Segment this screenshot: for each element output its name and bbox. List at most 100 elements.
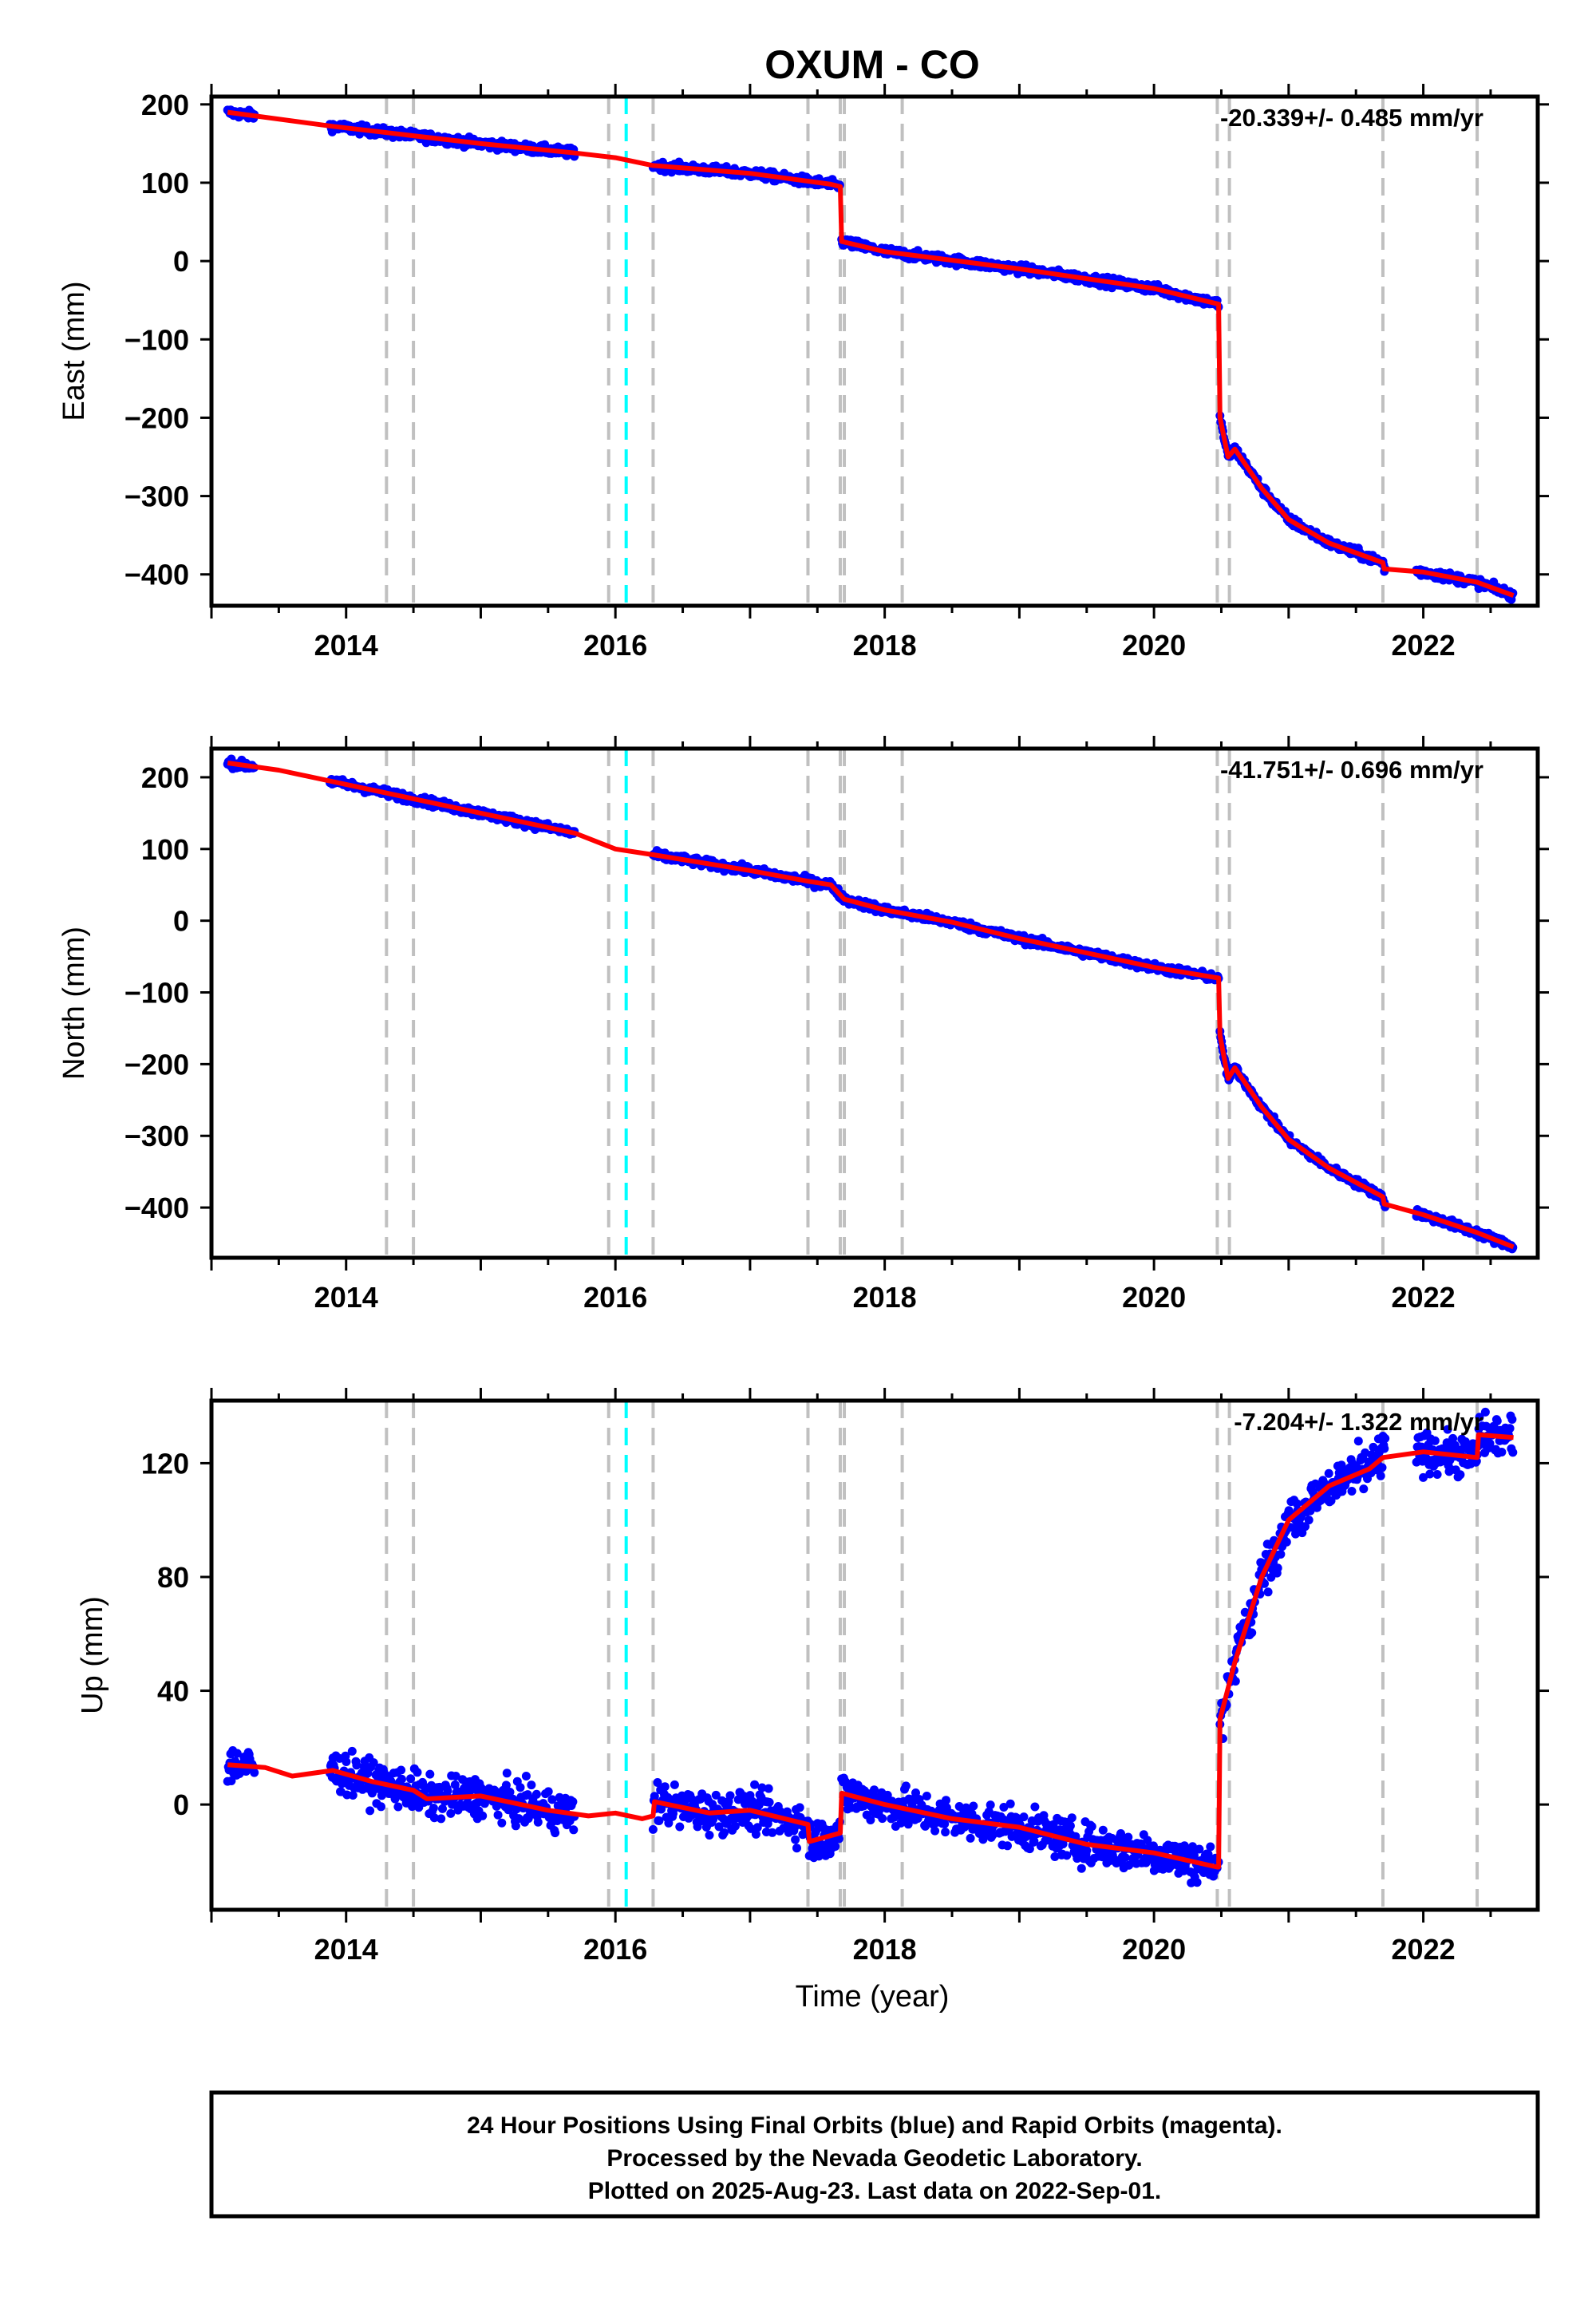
plot-area: [223, 1401, 1518, 1910]
data-point: [397, 1765, 406, 1775]
y-tick-label: 80: [157, 1561, 189, 1594]
data-point: [438, 1804, 447, 1813]
data-point: [748, 1796, 757, 1806]
data-point: [451, 1772, 460, 1780]
footer-box: 24 Hour Positions Using Final Orbits (bl…: [209, 2090, 1540, 2219]
east-panel: 2014 2016 2018 2020 20222001000−100−200−300−…: [57, 84, 1549, 662]
velocity-rate-label: -41.751+/- 0.696 mm/yr: [1220, 756, 1483, 784]
data-point: [969, 1801, 978, 1811]
x-tick-label: 2016: [583, 629, 647, 662]
data-point: [930, 1826, 940, 1836]
data-point: [1381, 1433, 1390, 1443]
data-point: [497, 1818, 507, 1828]
data-point: [1448, 1433, 1458, 1443]
data-point: [493, 1810, 503, 1820]
data-point: [569, 1825, 579, 1835]
plot-area: [223, 749, 1518, 1258]
plot-frame: [209, 1398, 1540, 1912]
y-tick-label: 40: [157, 1675, 189, 1708]
data-point: [501, 1780, 511, 1790]
data-point: [443, 1786, 452, 1796]
data-point: [746, 1824, 756, 1833]
data-point: [670, 1780, 679, 1789]
x-tick-label: 2020: [1122, 1933, 1186, 1966]
data-point: [377, 1802, 385, 1812]
y-tick-label: 0: [173, 245, 189, 278]
y-tick-label: −400: [124, 559, 189, 591]
data-point: [878, 1814, 887, 1824]
data-point: [1326, 1496, 1336, 1505]
y-tick-label: 200: [141, 761, 189, 794]
data-point: [942, 1796, 950, 1805]
data-point: [1497, 1448, 1507, 1456]
figure-title: OXUM - CO: [764, 42, 979, 87]
data-point: [768, 1828, 777, 1837]
y-tick-label: −100: [124, 323, 189, 356]
data-point: [653, 1778, 662, 1787]
data-point: [1005, 1799, 1015, 1808]
data-point: [986, 1800, 995, 1810]
data-point: [531, 1789, 541, 1799]
data-point: [413, 1768, 422, 1777]
data-point: [232, 1749, 242, 1758]
x-tick-label: 2016: [583, 1281, 647, 1314]
data-point: [720, 1828, 729, 1837]
data-point: [1301, 1522, 1310, 1531]
data-point: [901, 1781, 911, 1791]
data-point: [1430, 1436, 1440, 1445]
data-point: [429, 1804, 438, 1812]
data-point: [1276, 1550, 1286, 1559]
x-tick-label: 2022: [1392, 1281, 1456, 1314]
data-point: [1195, 1844, 1204, 1854]
footer-frame: [209, 2090, 1540, 2219]
data-point: [834, 1834, 843, 1844]
data-point: [1077, 1863, 1086, 1873]
data-point: [1050, 1852, 1060, 1861]
data-point: [377, 1791, 386, 1800]
y-tick-label: 0: [173, 1788, 189, 1821]
data-point: [505, 1788, 515, 1796]
data-point: [1353, 1437, 1363, 1446]
y-tick-label: 100: [141, 167, 189, 200]
data-point: [1247, 1628, 1257, 1638]
data-point: [940, 1819, 950, 1828]
data-point: [795, 1803, 804, 1812]
plot-frame: [209, 746, 1540, 1260]
data-point: [1120, 1853, 1130, 1862]
data-point: [393, 1802, 403, 1812]
model-fit-line: [227, 1432, 1514, 1870]
data-point: [1263, 1587, 1273, 1597]
y-axis-label: Up (mm): [76, 1596, 109, 1714]
data-point: [1507, 1415, 1517, 1424]
data-point: [1475, 1413, 1484, 1422]
data-point: [1492, 1417, 1502, 1425]
data-point: [1192, 1878, 1202, 1887]
velocity-rate-label: -20.339+/- 0.485 mm/yr: [1220, 104, 1483, 132]
data-point: [764, 1784, 773, 1793]
footer-line-3: Plotted on 2025-Aug-23. Last data on 202…: [588, 2178, 1162, 2204]
data-point: [1291, 1529, 1300, 1539]
data-point: [425, 1769, 435, 1779]
data-point: [1030, 1802, 1040, 1812]
x-tick-label: 2014: [314, 1281, 378, 1314]
x-tick-label: 2018: [853, 1933, 917, 1966]
data-point: [406, 1774, 416, 1784]
model-fit-line: [227, 109, 1515, 599]
y-tick-label: −300: [124, 480, 189, 513]
data-point: [1377, 1463, 1387, 1472]
data-point: [1456, 1470, 1465, 1480]
x-tick-label: 2014: [314, 1933, 378, 1966]
x-tick-label: 2018: [853, 629, 917, 662]
plot-area: [223, 97, 1518, 606]
data-point: [709, 1815, 718, 1824]
data-point: [1347, 1487, 1357, 1496]
data-point: [547, 1795, 557, 1804]
data-point: [227, 1777, 236, 1785]
data-point: [1425, 1469, 1435, 1479]
x-tick-label: 2022: [1392, 1933, 1456, 1966]
data-point: [831, 1842, 840, 1852]
data-point: [352, 1761, 361, 1770]
data-point: [511, 1821, 520, 1831]
